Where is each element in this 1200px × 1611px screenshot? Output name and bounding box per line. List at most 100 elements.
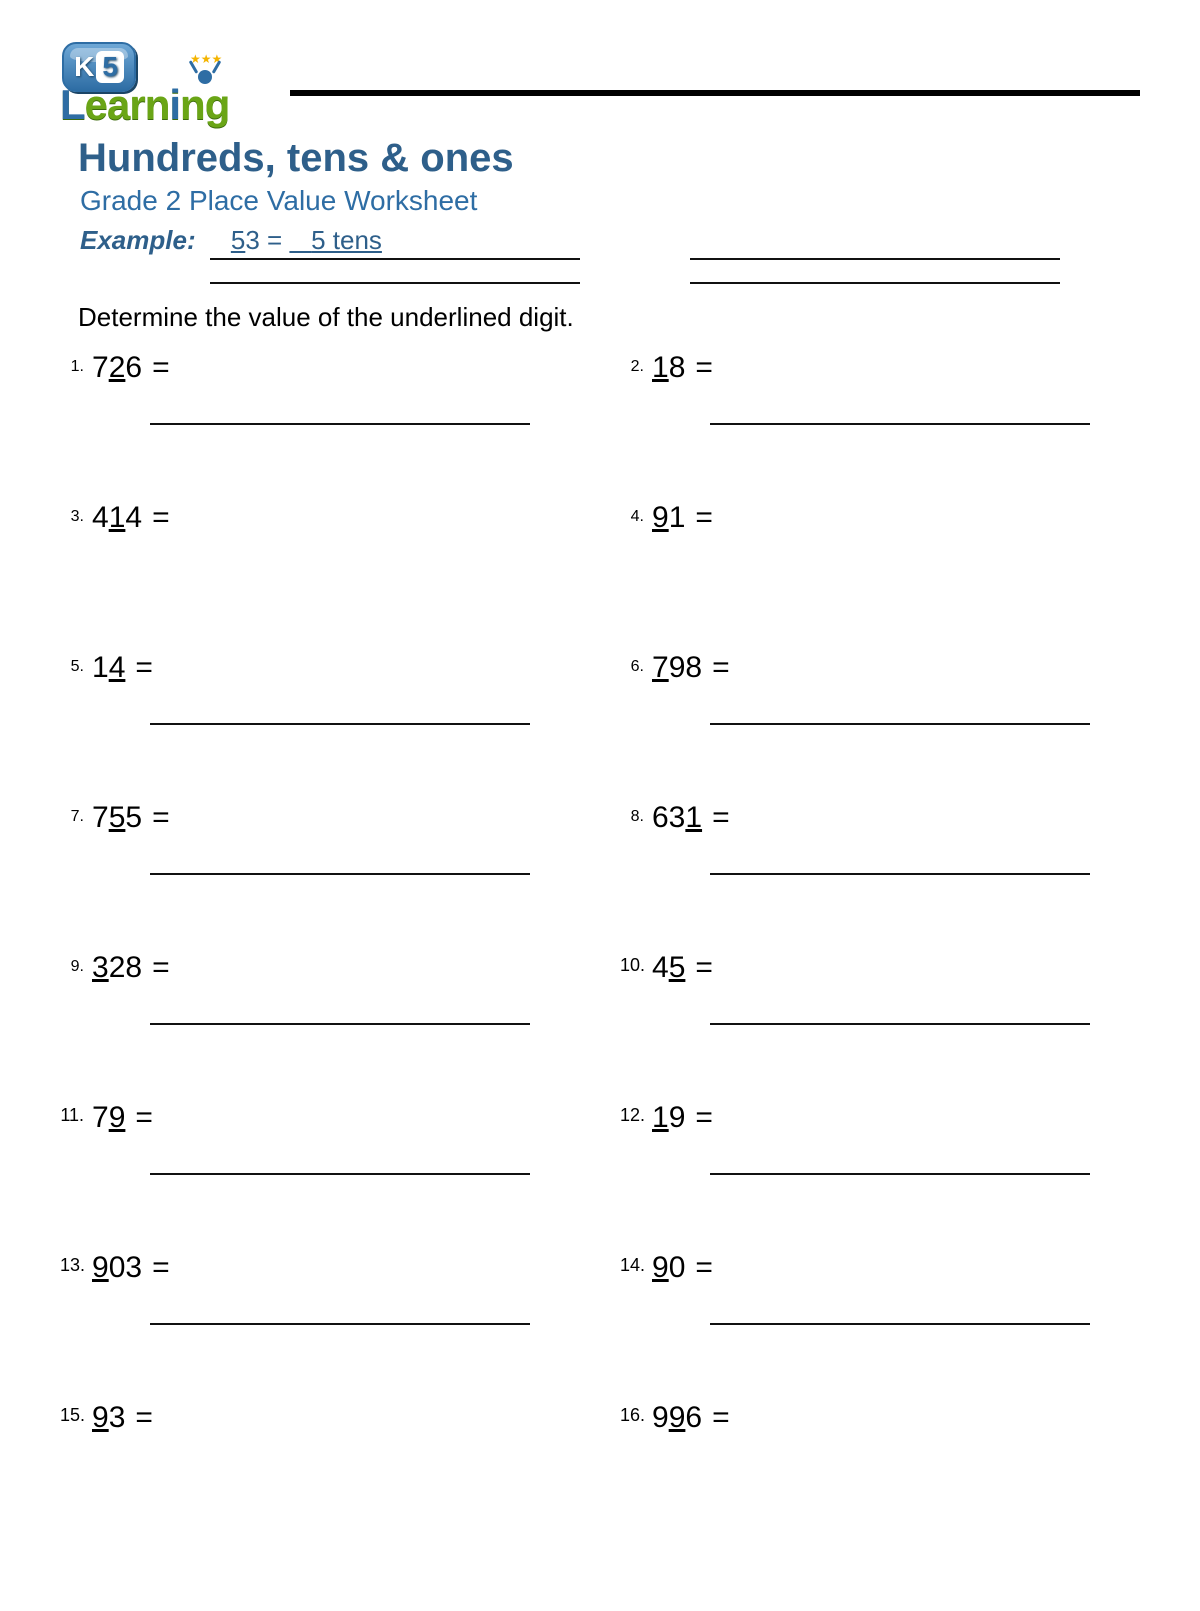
answer-line [150, 1323, 530, 1325]
problem-number: 16. [620, 1405, 644, 1426]
instruction-text: Determine the value of the underlined di… [78, 302, 1140, 333]
underlined-digit: 1 [652, 351, 669, 384]
problem-number: 15. [60, 1405, 84, 1426]
example-label: Example: [80, 225, 196, 255]
answer-line [710, 423, 1090, 425]
logo-5: 5 [96, 51, 124, 83]
problem-number: 10. [620, 955, 644, 976]
equals-sign: = [152, 951, 170, 985]
example-equals: = [260, 225, 290, 255]
problem-line: 7. 755 = [60, 801, 580, 835]
problem-item: 2. 18 = [620, 351, 1140, 501]
problems-grid: 1. 726 = 2. 18 = 3. 414 = 4. 91 = 5. 14 … [60, 351, 1140, 1551]
problem-line: 13. 903 = [60, 1251, 580, 1285]
underlined-digit: 4 [109, 651, 126, 684]
problem-line: 4. 91 = [620, 501, 1140, 535]
answer-line [150, 873, 530, 875]
answer-line [710, 1323, 1090, 1325]
problem-number: 9. [60, 958, 84, 976]
problem-number: 11. [60, 1105, 84, 1126]
problem-digits: 93 [92, 1401, 125, 1435]
problem-digits: 726 [92, 351, 142, 385]
problem-digits: 90 [652, 1251, 685, 1285]
equals-sign: = [152, 801, 170, 835]
underlined-digit: 9 [652, 501, 669, 534]
equals-sign: = [695, 351, 713, 385]
answer-line [150, 1173, 530, 1175]
underlined-digit: 9 [652, 1251, 669, 1284]
answer-line [710, 873, 1090, 875]
problem-number: 14. [620, 1255, 644, 1276]
example-number: 53 = 5 tens [231, 225, 382, 255]
problem-item: 9. 328 = [60, 951, 580, 1101]
answer-line [710, 1023, 1090, 1025]
problem-digits: 631 [652, 801, 702, 835]
problem-item: 3. 414 = [60, 501, 580, 651]
problem-item: 1. 726 = [60, 351, 580, 501]
problem-digits: 328 [92, 951, 142, 985]
problem-digits: 18 [652, 351, 685, 385]
header-rule [290, 90, 1140, 96]
problem-line: 16. 996 = [620, 1401, 1140, 1435]
problem-number: 4. [620, 508, 644, 526]
underlined-digit: 2 [109, 351, 126, 384]
problem-line: 1. 726 = [60, 351, 580, 385]
equals-sign: = [135, 651, 153, 685]
example-underlined: 5 [231, 225, 245, 255]
problem-number: 2. [620, 358, 644, 376]
underlined-digit: 9 [92, 1401, 109, 1434]
problem-line: 5. 14 = [60, 651, 580, 685]
problem-line: 12. 19 = [620, 1101, 1140, 1135]
page-subtitle: Grade 2 Place Value Worksheet [80, 185, 1140, 217]
problem-digits: 19 [652, 1101, 685, 1135]
example-blank-lines [210, 258, 1140, 284]
answer-line [150, 723, 530, 725]
problem-line: 15. 93 = [60, 1401, 580, 1435]
problem-line: 11. 79 = [60, 1101, 580, 1135]
problem-item: 11. 79 = [60, 1101, 580, 1251]
equals-sign: = [152, 351, 170, 385]
underlined-digit: 1 [652, 1101, 669, 1134]
problem-item: 15. 93 = [60, 1401, 580, 1551]
page-title: Hundreds, tens & ones [78, 136, 1140, 181]
problem-line: 14. 90 = [620, 1251, 1140, 1285]
problem-line: 10. 45 = [620, 951, 1140, 985]
problem-line: 3. 414 = [60, 501, 580, 535]
problem-digits: 903 [92, 1251, 142, 1285]
equals-sign: = [712, 801, 730, 835]
problem-digits: 755 [92, 801, 142, 835]
problem-line: 2. 18 = [620, 351, 1140, 385]
blank-line [210, 258, 580, 260]
problem-item: 5. 14 = [60, 651, 580, 801]
problem-number: 6. [620, 658, 644, 676]
problem-number: 7. [60, 808, 84, 826]
logo-word: Learning [60, 84, 229, 126]
example-answer: 5 tens [289, 225, 382, 255]
equals-sign: = [695, 501, 713, 535]
problem-item: 7. 755 = [60, 801, 580, 951]
example-row: Example: 53 = 5 tens [80, 225, 1140, 256]
problem-item: 14. 90 = [620, 1251, 1140, 1401]
problem-item: 10. 45 = [620, 951, 1140, 1101]
underlined-digit: 1 [685, 801, 702, 834]
underlined-digit: 1 [109, 501, 126, 534]
problem-digits: 14 [92, 651, 125, 685]
equals-sign: = [695, 1251, 713, 1285]
answer-line [710, 1173, 1090, 1175]
problem-digits: 45 [652, 951, 685, 985]
problem-number: 1. [60, 358, 84, 376]
underlined-digit: 9 [109, 1101, 126, 1134]
problem-digits: 414 [92, 501, 142, 535]
blank-line [690, 258, 1060, 260]
problem-digits: 798 [652, 651, 702, 685]
problem-item: 4. 91 = [620, 501, 1140, 651]
problem-number: 13. [60, 1255, 84, 1276]
underlined-digit: 9 [669, 1401, 686, 1434]
problem-item: 13. 903 = [60, 1251, 580, 1401]
problem-item: 6. 798 = [620, 651, 1140, 801]
equals-sign: = [712, 1401, 730, 1435]
problem-line: 6. 798 = [620, 651, 1140, 685]
problem-number: 8. [620, 808, 644, 826]
equals-sign: = [695, 1101, 713, 1135]
logo-word-rest: earn [85, 81, 170, 128]
